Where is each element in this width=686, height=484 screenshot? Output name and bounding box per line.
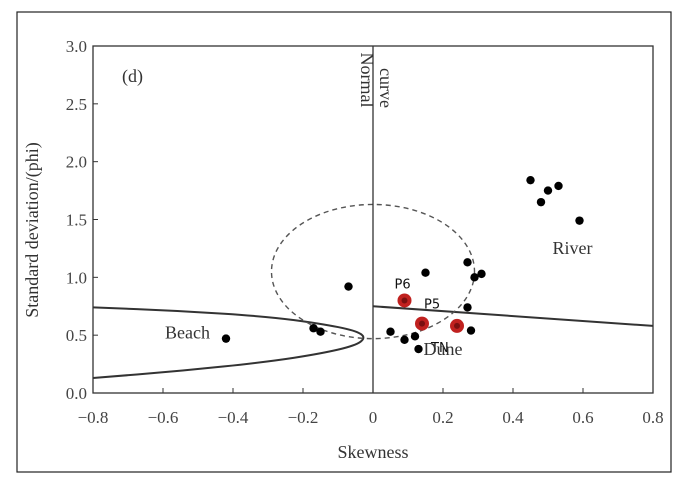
sample-point [410,332,420,341]
x-tick-label: −0.6 [148,408,179,427]
x-tick-label: −0.2 [288,408,319,427]
y-tick-label: 3.0 [66,37,87,56]
normal-label: Normal [357,53,377,108]
x-axis-label: Skewness [338,442,409,462]
axis-ticks: −0.8 −0.6 −0.4 −0.2 0 0.2 0.4 0.6 0.8 0.0 0.5 1.0 1.… [66,37,664,427]
x-tick-label: −0.8 [78,408,109,427]
highlight-point-core [401,297,408,304]
dune-river-boundary-line [372,305,654,327]
sample-point [386,327,395,336]
sample-point [470,273,479,282]
x-tick-label: 0.2 [432,408,453,427]
sample-point [421,268,430,277]
region-label: Dune [424,339,463,359]
highlight-point-core [419,320,425,327]
beach-boundary-curve [92,306,365,379]
x-tick-label: 0.4 [502,408,524,427]
point-annotation: TN [430,341,449,356]
sample-point [463,258,472,267]
sample-point [526,175,535,185]
highlight-point-core [454,322,460,329]
sample-point [309,324,318,333]
sample-point [477,269,486,279]
data-points: P6 P5 TN [221,175,584,356]
sample-point [463,303,472,312]
y-tick-label: 1.5 [66,211,87,230]
sample-point [344,282,353,291]
y-tick-label: 1.0 [66,268,87,287]
y-tick-label: 0.0 [66,384,87,403]
point-annotation: P6 [395,277,411,292]
outer-border [16,11,672,473]
x-tick-label: 0 [369,408,378,427]
point-annotation: P5 [424,298,440,313]
panel-label: (d) [122,66,143,87]
sample-point [543,186,553,195]
sample-point [414,344,423,354]
curve-label: curve [376,68,396,108]
region-label: River [553,238,593,258]
x-tick-label: 0.6 [572,408,593,427]
y-tick-label: 2.0 [66,153,87,172]
region-label: Beach [165,323,210,343]
x-tick-label: 0.8 [642,408,663,427]
y-axis-label: Standard deviation/(phi) [22,142,43,317]
y-tick-label: 0.5 [66,326,87,345]
sample-point [536,197,546,207]
sample-point [316,327,325,336]
sample-point [554,181,563,191]
sample-point [221,334,231,343]
y-tick-label: 2.5 [66,95,87,114]
sample-point [466,326,476,335]
x-tick-label: −0.4 [218,408,249,427]
sample-point [400,335,409,344]
region-labels: Beach River Dune [165,238,592,359]
sample-point [575,216,584,225]
